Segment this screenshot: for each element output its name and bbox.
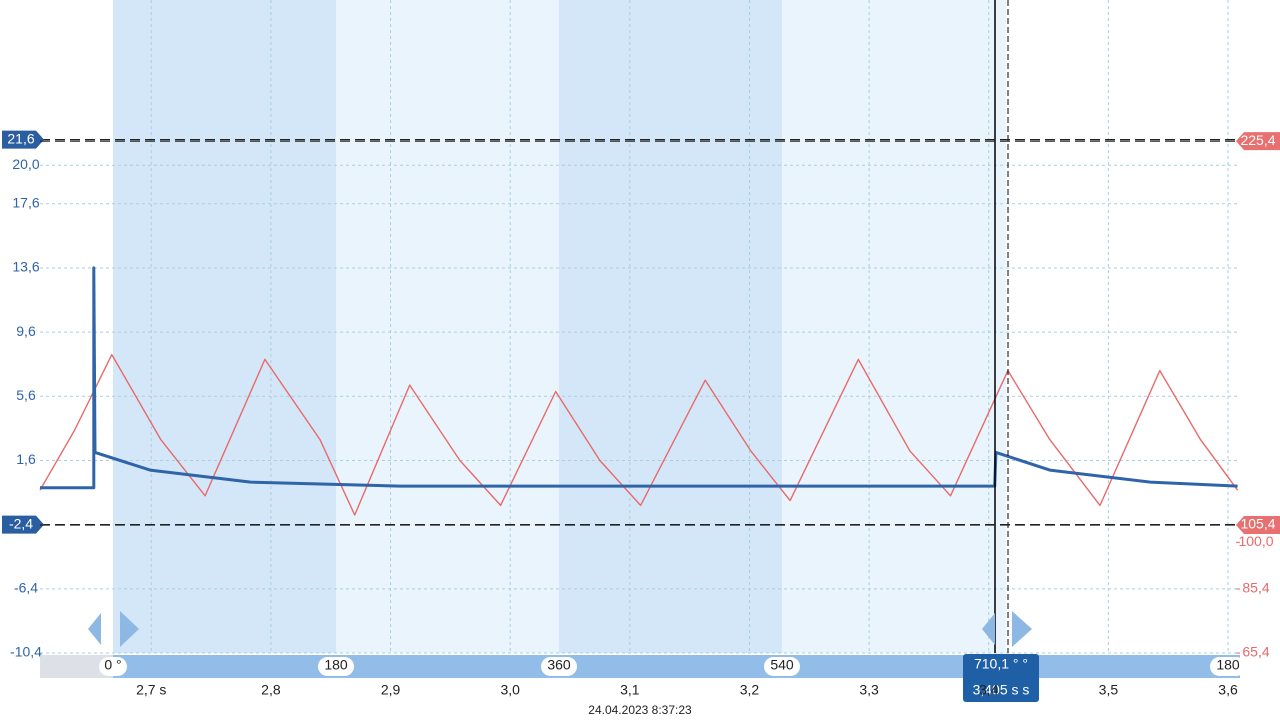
y-tick-label: 9,6: [16, 323, 36, 339]
angle-label: 180: [1216, 657, 1240, 673]
marker-badge: [1236, 132, 1280, 151]
y2-tick-label: 85,4: [1242, 580, 1269, 596]
nav-arrow[interactable]: [88, 613, 101, 645]
y2-tick-label: 65,4: [1242, 644, 1269, 660]
plot: [39, 266, 1239, 516]
y-tick-label: 17,6: [12, 194, 39, 210]
angle-label: 180: [324, 657, 348, 673]
x-tick-label: 3,6: [1218, 682, 1238, 698]
marker-label: 21,6: [7, 130, 34, 146]
timestamp: 24.04.2023 8:37:23: [588, 703, 692, 717]
x-tick-label: 3,3: [859, 682, 879, 698]
x-tick-label: 2,9: [381, 682, 401, 698]
angle-pill: [1210, 657, 1246, 676]
nav-arrow[interactable]: [1012, 611, 1032, 647]
angle-label: 360: [547, 657, 571, 673]
series-line: [39, 353, 1239, 516]
angle-pill: [99, 657, 127, 676]
nav-arrow[interactable]: [982, 613, 995, 645]
marker-label: -2,4: [9, 515, 33, 531]
x-tick-label: 3,2: [740, 682, 760, 698]
angle-strip-fill: [113, 655, 1240, 678]
x-tick-label: 3,0: [500, 682, 520, 698]
y2-tick-label: 100,0: [1238, 533, 1273, 549]
angle-pill: [541, 657, 577, 676]
y-tick-label: 20,0: [12, 156, 39, 172]
y-tick-label: -6,4: [14, 580, 38, 596]
angle-label: 0 °: [104, 657, 121, 673]
cursor-box: [963, 654, 1039, 702]
marker-badge: [2, 515, 44, 534]
marker-badge: [1236, 516, 1280, 535]
x-tick-label: 2,7 s: [136, 682, 166, 698]
cursor-angle: 710,1 ° °: [974, 656, 1028, 672]
x-tick-label: 2,8: [261, 682, 281, 698]
y-tick-label: 1,6: [16, 451, 36, 467]
y-tick-label: -10,4: [10, 644, 42, 660]
x-tick-label: 3,1: [620, 682, 640, 698]
angle-pill: [764, 657, 800, 676]
marker-badge: [2, 130, 44, 149]
phase-band: [559, 0, 782, 653]
x-tick-label: 3,5: [1099, 682, 1119, 698]
angle-pill: [318, 657, 354, 676]
y-tick-label: 5,6: [16, 387, 36, 403]
phase-band: [782, 0, 1006, 653]
x-tick-label: 3,4: [979, 682, 999, 698]
angle-label: 540: [770, 657, 794, 673]
y-tick-label: 13,6: [12, 259, 39, 275]
series-line: [40, 266, 1238, 490]
grid: [40, 0, 1240, 654]
cursor-time: 3,405 s s: [973, 682, 1030, 698]
marker-label: 105,4: [1240, 516, 1275, 532]
nav-arrow[interactable]: [120, 611, 139, 647]
phase-band: [336, 0, 559, 653]
marker-label: 225,4: [1240, 132, 1275, 148]
phase-band: [113, 0, 336, 653]
